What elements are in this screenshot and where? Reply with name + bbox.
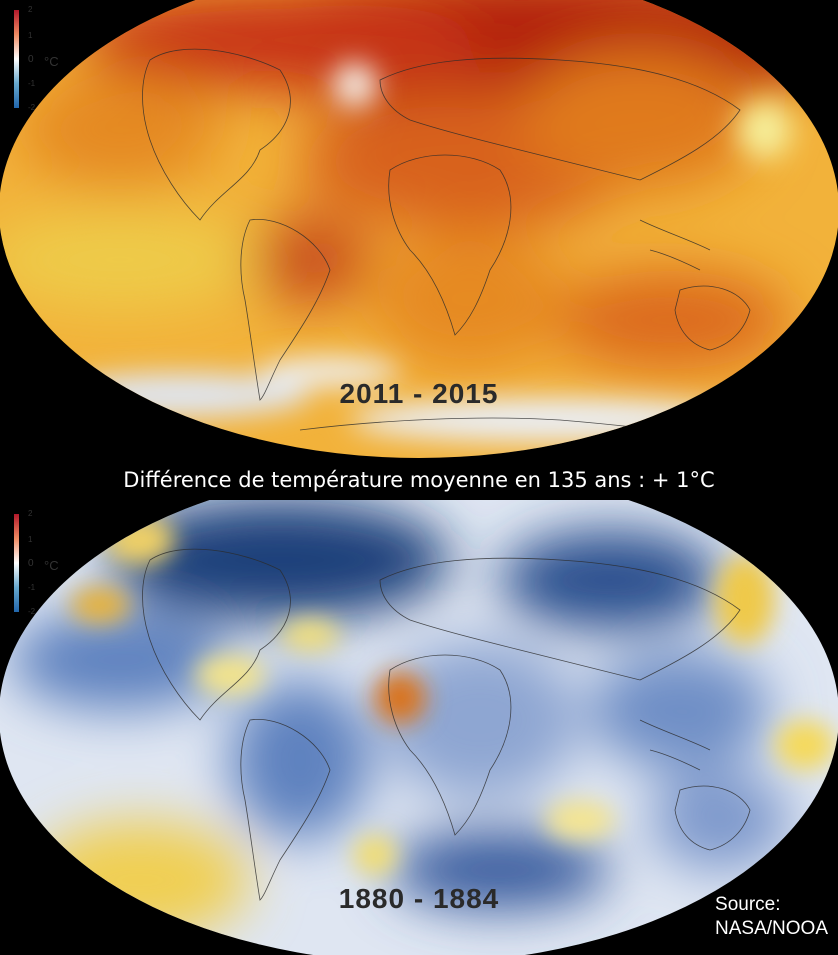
source-credit: Source: NASA/NOOA — [715, 893, 828, 941]
temperature-map-1880-1884 — [0, 500, 838, 955]
legend-tick: -1 — [28, 79, 36, 88]
temperature-map-2011-2015 — [0, 0, 838, 458]
legend-tick: -1 — [28, 583, 36, 592]
legend-unit: °C — [44, 558, 59, 573]
legend-unit: °C — [44, 54, 59, 69]
period-label-historical: 1880 - 1884 — [338, 883, 500, 914]
continent-outlines — [142, 548, 751, 901]
legend-tick: -2 — [28, 607, 36, 616]
source-label: Source: — [715, 894, 781, 915]
legend-tick: 0 — [28, 54, 34, 65]
legend-tick: 1 — [28, 535, 33, 544]
legend-tick: -2 — [28, 103, 36, 112]
color-scale-bar — [14, 10, 19, 108]
color-scale-bar — [14, 514, 19, 612]
color-scale-legend-top: 2 1 0 -1 -2 °C — [8, 6, 78, 116]
legend-tick: 2 — [28, 5, 33, 14]
map-panel-recent: 2011 - 2015 — [0, 0, 838, 458]
caption: Différence de température moyenne en 135… — [123, 468, 715, 492]
color-scale-legend-bottom: 2 1 0 -1 -2 °C — [8, 510, 78, 620]
legend-tick: 0 — [28, 558, 34, 569]
map-panel-historical: 1880 - 1884 — [0, 500, 838, 955]
legend-tick: 2 — [28, 509, 33, 518]
source-name: NASA/NOOA — [715, 918, 828, 939]
period-label-recent: 2011 - 2015 — [339, 378, 499, 409]
legend-tick: 1 — [28, 31, 33, 40]
continent-outlines — [142, 48, 751, 436]
